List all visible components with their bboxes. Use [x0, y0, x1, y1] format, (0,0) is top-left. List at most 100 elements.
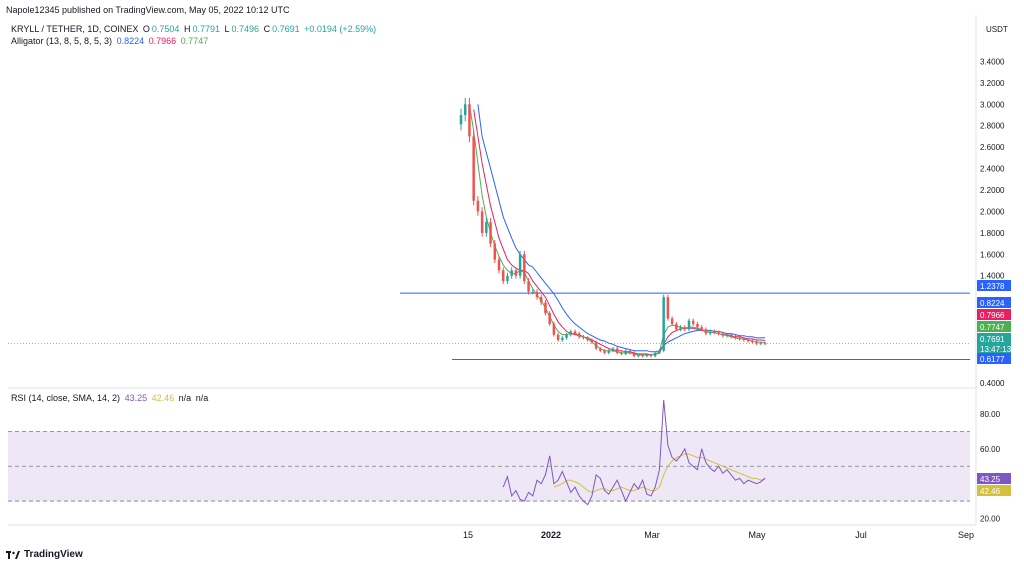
- candle-body: [493, 243, 497, 260]
- candle-body: [704, 329, 708, 334]
- price-axis-badge: [977, 343, 1011, 354]
- candle-body: [683, 327, 687, 330]
- candle-body: [514, 270, 518, 276]
- alligator-label: Alligator (13, 8, 5, 8, 5, 3): [11, 36, 113, 46]
- rsi-line: [502, 399, 766, 506]
- alligator-teeth-value: 0.7966: [148, 36, 177, 46]
- price-axis-badge-text: 0.7747: [980, 323, 1005, 332]
- candle-body: [759, 343, 763, 345]
- candle-body: [480, 211, 484, 233]
- tradingview-logo-icon: [6, 550, 20, 559]
- price-axis-badge-text: 1.2378: [980, 282, 1005, 291]
- candle-body: [577, 333, 581, 337]
- candle-body: [548, 313, 551, 324]
- tradingview-footer[interactable]: TradingView: [6, 549, 83, 560]
- price-axis-badge-text: 0.6177: [980, 355, 1005, 364]
- rsi-axis-badge-text: 42.46: [980, 487, 1001, 496]
- candle-body: [586, 337, 589, 340]
- high-key: H: [183, 24, 191, 34]
- candle-body: [476, 200, 480, 212]
- candle-body: [594, 342, 598, 349]
- candle-body: [632, 352, 636, 357]
- price-tick-label: 2.8000: [980, 122, 1005, 131]
- rsi-band-fill: [8, 431, 970, 502]
- candle-body: [713, 331, 716, 333]
- candle-body: [599, 348, 602, 351]
- candle-body: [763, 343, 767, 345]
- price-tick-label: 1.8000: [980, 229, 1005, 238]
- candle-body: [582, 336, 585, 338]
- low-value: 0.7496: [231, 24, 260, 34]
- candle-body: [746, 340, 750, 342]
- rsi-na-2: n/a: [195, 393, 209, 403]
- price-tick-label: 3.4000: [980, 57, 1005, 66]
- price-tick-label: 0.4000: [980, 379, 1005, 388]
- rsi-tick-label: 20.00: [980, 515, 1001, 524]
- candle-body: [611, 348, 615, 351]
- candle-body: [573, 331, 577, 334]
- candle-body: [721, 333, 725, 336]
- candle-body: [463, 104, 467, 115]
- price-tick-label: 1.6000: [980, 250, 1005, 259]
- rsi-na-1: n/a: [178, 393, 192, 403]
- candle-body: [687, 320, 691, 330]
- candle-body: [675, 323, 678, 330]
- price-tick-label: 1.4000: [980, 272, 1005, 281]
- candle-body: [641, 355, 644, 357]
- candle-body: [658, 350, 661, 353]
- candle-body: [738, 337, 741, 339]
- candle-body: [468, 104, 471, 137]
- price-axis-badge: [977, 280, 1011, 291]
- candle-body: [670, 318, 674, 324]
- alligator-teeth-line: [473, 109, 766, 356]
- rsi-value: 43.25: [124, 393, 148, 403]
- time-tick-label: Sep: [958, 530, 974, 540]
- candle-body: [556, 334, 560, 340]
- candle-body: [603, 350, 606, 353]
- time-tick-label: Mar: [644, 530, 660, 540]
- alligator-legend: Alligator (13, 8, 5, 8, 5, 3) 0.8224 0.7…: [11, 36, 210, 46]
- price-axis-badge: [977, 333, 1011, 344]
- candle-body: [666, 297, 670, 319]
- candle-body: [645, 355, 649, 357]
- price-axis-badge-text: 0.8224: [980, 299, 1005, 308]
- price-tick-label: 2.4000: [980, 165, 1005, 174]
- candle-body: [569, 331, 573, 335]
- close-value: 0.7691: [272, 24, 300, 34]
- currency-label: USDT: [986, 25, 1008, 34]
- candle-body: [485, 222, 488, 233]
- candle-body: [734, 336, 737, 338]
- price-legend: KRYLL / TETHER, 1D, COINEX O 0.7504 H 0.77…: [11, 24, 378, 34]
- price-axis-badge: [977, 297, 1011, 308]
- alligator-lips-value: 0.7747: [180, 36, 209, 46]
- price-axis-badge-text: 13:47:13: [980, 345, 1012, 354]
- candle-body: [649, 355, 653, 357]
- alligator-jaw-line: [477, 104, 766, 353]
- candle-body: [539, 297, 543, 303]
- rsi-tick-label: 60.00: [980, 445, 1001, 454]
- price-axis-badge-text: 0.7966: [980, 311, 1005, 320]
- candle-body: [489, 222, 492, 244]
- low-key: L: [224, 24, 230, 34]
- tradingview-brand: TradingView: [24, 549, 83, 560]
- price-tick-label: 2.0000: [980, 207, 1005, 216]
- candle-body: [679, 327, 682, 330]
- candle-body: [518, 254, 522, 276]
- candle-body: [501, 270, 505, 282]
- symbol-label: KRYLL / TETHER, 1D, COINEX: [11, 24, 139, 34]
- candle-body: [535, 291, 539, 298]
- price-axis-badge: [977, 309, 1011, 320]
- price-axis-badge-text: 0.7691: [980, 335, 1005, 344]
- candle-body: [523, 254, 526, 282]
- candle-body: [459, 115, 463, 125]
- candle-body: [510, 270, 513, 276]
- publish-info: Napole12345 published on TradingView.com…: [6, 5, 290, 15]
- candle-body: [565, 334, 568, 338]
- time-tick-label: 15: [463, 530, 473, 540]
- price-tick-label: 2.2000: [980, 186, 1005, 195]
- candle-body: [531, 291, 535, 293]
- candle-body: [742, 338, 746, 340]
- rsi-tick-label: 80.00: [980, 410, 1001, 419]
- candle-body: [624, 350, 627, 354]
